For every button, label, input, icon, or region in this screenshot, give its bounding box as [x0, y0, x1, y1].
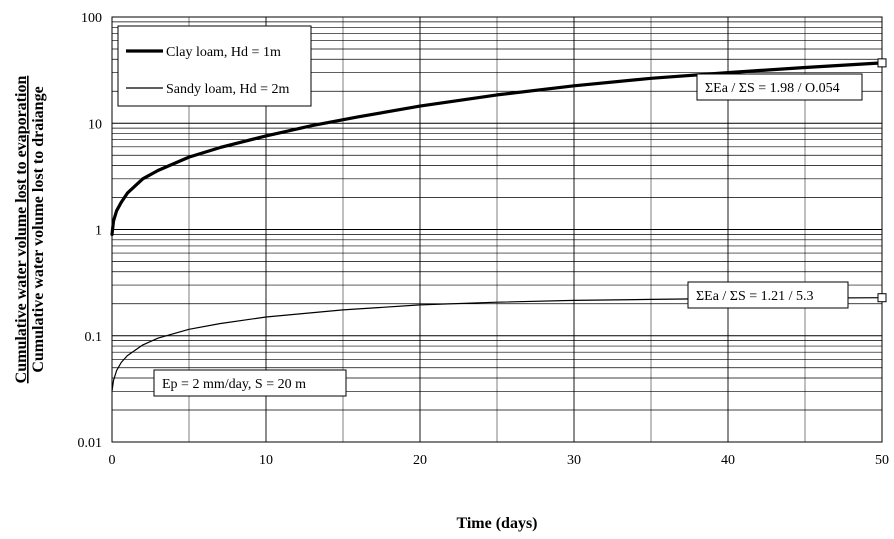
legend-label-sandy-loam: Sandy loam, Hd = 2m: [166, 82, 289, 97]
x-tick-label: 30: [567, 453, 581, 468]
x-tick-label: 20: [413, 453, 427, 468]
annotation-text-sandy-loam: ΣEa / ΣS = 1.21 / 5.3: [696, 289, 814, 304]
x-axis-title: Time (days): [456, 515, 537, 532]
x-tick-label: 50: [875, 453, 889, 468]
end-marker: [877, 293, 887, 303]
x-tick-label: 10: [259, 453, 273, 468]
series-line-sandy-loam: [111, 297, 883, 392]
grid: [112, 17, 882, 442]
y-axis-title: Cumulative water volume lost to evaporat…: [13, 76, 47, 384]
legend: Clay loam, Hd = 1m Sandy loam, Hd = 2m: [117, 25, 312, 107]
y-axis-title-numerator: Cumulative water volume lost to evaporat…: [13, 76, 30, 384]
annotation-box-conditions: [153, 369, 347, 397]
end-markers: [877, 58, 887, 303]
legend-box: [117, 25, 312, 107]
series-line-clay-loam: [110, 61, 884, 236]
legend-label-clay-loam: Clay loam, Hd = 1m: [166, 45, 281, 60]
series-layer: [110, 61, 884, 392]
annotations: ΣEa / ΣS = 1.98 / O.054 ΣEa / ΣS = 1.21 …: [153, 73, 863, 397]
y-tick-label: 0.1: [85, 330, 103, 345]
annotation-box-sandy-loam: [687, 281, 849, 309]
tick-labels: 0 10 20 30 40 50 0.01 0.1 1 10 100: [78, 11, 890, 468]
y-tick-label: 100: [81, 11, 102, 26]
y-tick-label: 1: [95, 224, 102, 239]
x-tick-label: 0: [109, 453, 116, 468]
end-marker: [877, 58, 887, 68]
y-tick-label: 0.01: [78, 436, 103, 451]
x-tick-label: 40: [721, 453, 735, 468]
annotation-box-clay-loam: [696, 73, 863, 101]
annotation-text-conditions: Ep = 2 mm/day, S = 20 m: [162, 377, 306, 392]
y-tick-label: 10: [88, 117, 102, 132]
annotation-text-clay-loam: ΣEa / ΣS = 1.98 / O.054: [705, 81, 840, 96]
y-axis-title-denominator: Cumulative water volume lost to draiange: [30, 86, 47, 372]
